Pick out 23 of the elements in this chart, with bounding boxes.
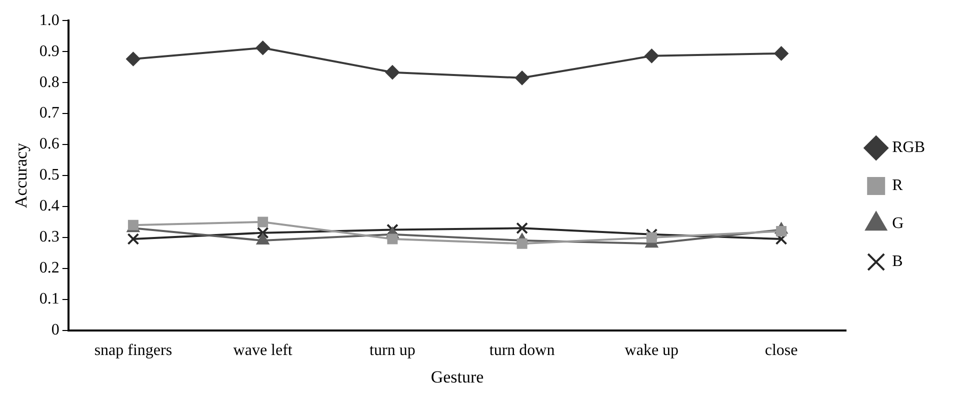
y-tick-label: 0.6 xyxy=(39,136,60,153)
y-tick-label: 0.3 xyxy=(39,228,60,246)
legend-label: B xyxy=(892,253,903,270)
y-tick-label: 1.0 xyxy=(39,12,60,29)
x-tick-label: turn up xyxy=(370,342,416,360)
y-tick-label: 0.8 xyxy=(39,74,60,91)
y-tick-label: 0.5 xyxy=(39,166,60,184)
y-axis-title: Accuracy xyxy=(12,142,31,208)
y-tick-label: 0.7 xyxy=(39,104,60,122)
y-tick-label: 0.2 xyxy=(39,260,60,277)
x-tick-label: close xyxy=(764,342,798,360)
y-tick-label: 0.4 xyxy=(39,198,60,215)
x-tick-label: wake up xyxy=(624,342,679,360)
legend-label: RGB xyxy=(892,139,926,156)
y-tick-label: 0.9 xyxy=(39,42,60,60)
y-tick-label: 0 xyxy=(51,322,60,339)
x-tick-label: wave left xyxy=(233,342,293,360)
legend-label: G xyxy=(892,215,904,232)
x-axis-title: Gesture xyxy=(430,367,484,386)
x-tick-label: turn down xyxy=(489,342,555,360)
y-tick-label: 0.1 xyxy=(39,290,60,308)
x-tick-label: snap fingers xyxy=(94,342,172,360)
legend-label: R xyxy=(892,177,904,194)
